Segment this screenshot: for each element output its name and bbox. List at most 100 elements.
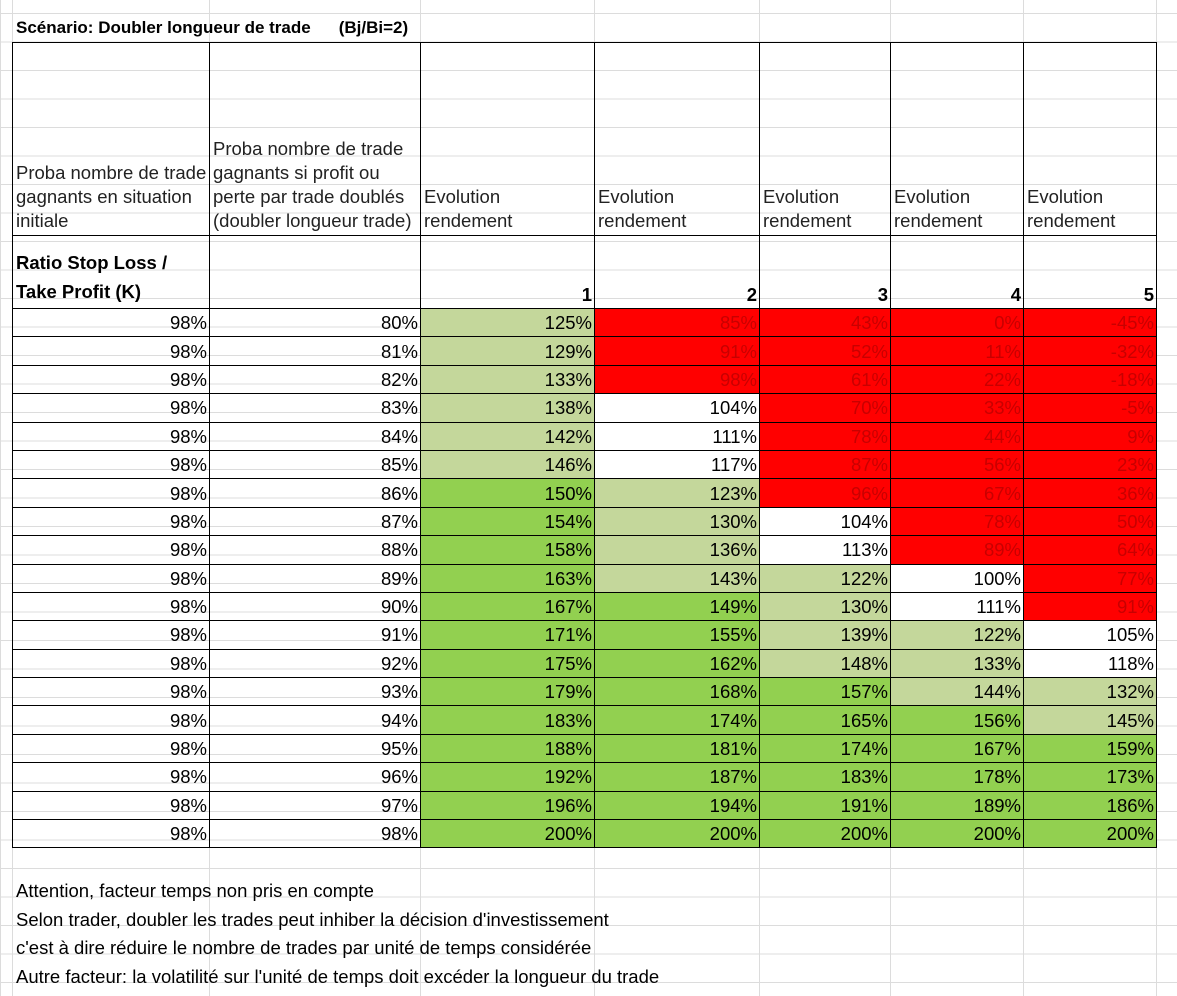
evolution-cell-k2[interactable]: 149% [594,591,760,622]
proba-initial-cell[interactable]: 98% [12,762,210,792]
k-value-5[interactable]: 5 [1023,235,1157,309]
evolution-cell-k1[interactable]: 129% [420,336,595,366]
header-proba-initial[interactable]: Proba nombre de trade gagnants en situat… [12,42,210,236]
proba-initial-cell[interactable]: 98% [12,733,210,764]
evolution-cell-k1[interactable]: 167% [420,591,595,622]
evolution-cell-k4[interactable]: 78% [890,506,1024,537]
evolution-cell-k5[interactable]: 105% [1023,620,1157,650]
evolution-cell-k4[interactable]: 122% [890,620,1024,650]
evolution-cell-k1[interactable]: 146% [420,449,595,480]
proba-doubled-cell[interactable]: 86% [209,478,421,508]
evolution-cell-k4[interactable]: 56% [890,449,1024,480]
note-line[interactable]: c'est à dire réduire le nombre de trades… [16,937,592,958]
proba-doubled-cell[interactable]: 89% [209,563,421,593]
proba-doubled-cell[interactable]: 95% [209,733,421,764]
evolution-cell-k3[interactable]: 183% [759,762,891,792]
evolution-cell-k2[interactable]: 194% [594,790,760,821]
evolution-cell-k4[interactable]: 167% [890,733,1024,764]
proba-initial-cell[interactable]: 98% [12,364,210,395]
note-line[interactable]: Autre facteur: la volatilité sur l'unité… [16,965,660,987]
evolution-cell-k1[interactable]: 158% [420,535,595,565]
evolution-cell-k3[interactable]: 113% [759,535,891,565]
evolution-cell-k1[interactable]: 150% [420,478,595,508]
evolution-cell-k3[interactable]: 96% [759,478,891,508]
evolution-cell-k5[interactable]: 132% [1023,677,1157,707]
proba-doubled-cell[interactable]: 87% [209,506,421,537]
header-evolution-1[interactable]: Evolution rendement [420,42,595,236]
evolution-cell-k3[interactable]: 70% [759,393,891,423]
evolution-cell-k4[interactable]: 156% [890,705,1024,735]
evolution-cell-k5[interactable]: 36% [1023,478,1157,508]
evolution-cell-k3[interactable]: 61% [759,364,891,395]
proba-initial-cell[interactable]: 98% [12,648,210,679]
k-value-1[interactable]: 1 [420,235,595,309]
header-evolution-3[interactable]: Evolution rendement [759,42,891,236]
proba-initial-cell[interactable]: 98% [12,478,210,508]
evolution-cell-k1[interactable]: 125% [420,307,595,338]
evolution-cell-k4[interactable]: 100% [890,563,1024,593]
evolution-cell-k4[interactable]: 111% [890,591,1024,622]
evolution-cell-k2[interactable]: 111% [594,421,760,451]
evolution-cell-k4[interactable]: 189% [890,790,1024,821]
evolution-cell-k2[interactable]: 143% [594,563,760,593]
proba-doubled-cell[interactable]: 94% [209,705,421,735]
evolution-cell-k5[interactable]: 118% [1023,648,1157,679]
proba-doubled-cell[interactable]: 80% [209,307,421,338]
evolution-cell-k1[interactable]: 163% [420,563,595,593]
evolution-cell-k4[interactable]: 11% [890,336,1024,366]
evolution-cell-k3[interactable]: 139% [759,620,891,650]
evolution-cell-k3[interactable]: 43% [759,307,891,338]
proba-initial-cell[interactable]: 98% [12,819,210,849]
proba-initial-cell[interactable]: 98% [12,421,210,451]
note-line[interactable]: Selon trader, doubler les trades peut in… [16,908,609,930]
proba-initial-cell[interactable]: 98% [12,336,210,366]
evolution-cell-k5[interactable]: -18% [1023,364,1157,395]
evolution-cell-k5[interactable]: -5% [1023,393,1157,423]
evolution-cell-k5[interactable]: 23% [1023,449,1157,480]
evolution-cell-k5[interactable]: 91% [1023,591,1157,622]
proba-initial-cell[interactable]: 98% [12,677,210,707]
proba-doubled-cell[interactable]: 83% [209,393,421,423]
proba-initial-cell[interactable]: 98% [12,591,210,622]
evolution-cell-k5[interactable]: 159% [1023,733,1157,764]
evolution-cell-k3[interactable]: 157% [759,677,891,707]
proba-doubled-cell[interactable]: 98% [209,819,421,849]
note-line[interactable]: Attention, facteur temps non pris en com… [16,880,374,901]
evolution-cell-k1[interactable]: 196% [420,790,595,821]
proba-doubled-cell[interactable]: 96% [209,762,421,792]
evolution-cell-k4[interactable]: 133% [890,648,1024,679]
evolution-cell-k1[interactable]: 171% [420,620,595,650]
proba-initial-cell[interactable]: 98% [12,307,210,338]
evolution-cell-k5[interactable]: 186% [1023,790,1157,821]
header-evolution-5[interactable]: Evolution rendement [1023,42,1157,236]
evolution-cell-k2[interactable]: 98% [594,364,760,395]
k-value-4[interactable]: 4 [890,235,1024,309]
evolution-cell-k4[interactable]: 178% [890,762,1024,792]
evolution-cell-k5[interactable]: -45% [1023,307,1157,338]
evolution-cell-k2[interactable]: 123% [594,478,760,508]
evolution-cell-k1[interactable]: 175% [420,648,595,679]
header-evolution-2[interactable]: Evolution rendement [594,42,760,236]
evolution-cell-k4[interactable]: 200% [890,819,1024,849]
k-value-3[interactable]: 3 [759,235,891,309]
proba-doubled-cell[interactable]: 91% [209,620,421,650]
evolution-cell-k4[interactable]: 22% [890,364,1024,395]
evolution-cell-k4[interactable]: 0% [890,307,1024,338]
evolution-cell-k5[interactable]: 200% [1023,819,1157,849]
evolution-cell-k2[interactable]: 117% [594,449,760,480]
evolution-cell-k1[interactable]: 138% [420,393,595,423]
proba-doubled-cell[interactable]: 85% [209,449,421,480]
proba-doubled-cell[interactable]: 92% [209,648,421,679]
evolution-cell-k2[interactable]: 104% [594,393,760,423]
evolution-cell-k4[interactable]: 67% [890,478,1024,508]
evolution-cell-k2[interactable]: 200% [594,819,760,849]
evolution-cell-k2[interactable]: 91% [594,336,760,366]
ratio-label[interactable]: Ratio Stop Loss / Take Profit (K) [12,235,210,309]
evolution-cell-k4[interactable]: 144% [890,677,1024,707]
evolution-cell-k1[interactable]: 183% [420,705,595,735]
evolution-cell-k3[interactable]: 104% [759,506,891,537]
evolution-cell-k3[interactable]: 148% [759,648,891,679]
evolution-cell-k4[interactable]: 44% [890,421,1024,451]
evolution-cell-k2[interactable]: 187% [594,762,760,792]
evolution-cell-k5[interactable]: 64% [1023,535,1157,565]
